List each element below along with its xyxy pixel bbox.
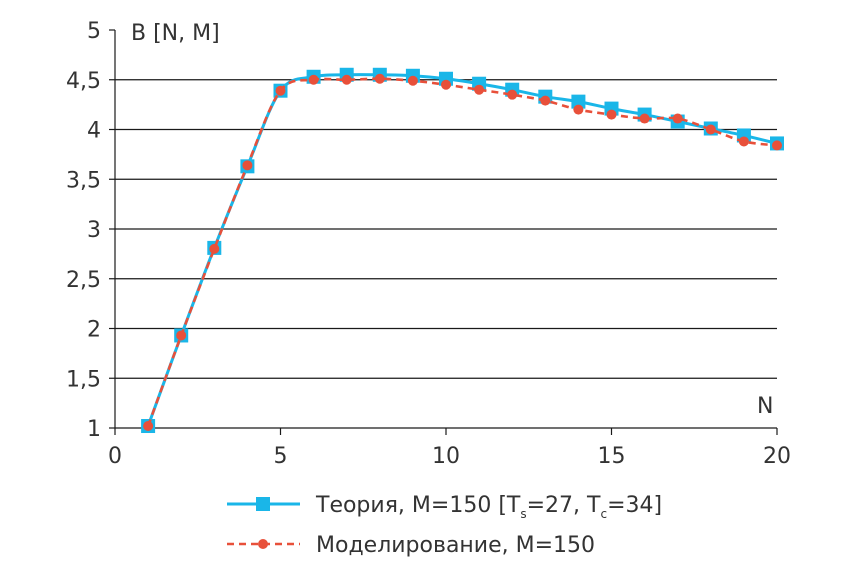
legend-item-1: Теория, M=150 [Ts=27, Tc=34] bbox=[227, 493, 662, 521]
data-point-circle bbox=[772, 140, 782, 151]
data-point-circle bbox=[606, 109, 617, 120]
x-tick-label: 15 bbox=[598, 444, 626, 469]
y-tick-label: 4 bbox=[87, 119, 101, 144]
data-point-circle bbox=[474, 84, 485, 95]
y-tick-label: 3 bbox=[87, 218, 101, 243]
data-point-circle bbox=[705, 124, 716, 135]
series-group bbox=[141, 67, 784, 434]
legend-text-part: =27, T bbox=[527, 493, 601, 518]
x-axis-label: N bbox=[757, 394, 773, 419]
data-point-circle bbox=[540, 95, 551, 106]
data-point-circle bbox=[738, 136, 749, 147]
y-tick-label: 2,5 bbox=[66, 268, 101, 293]
series-line bbox=[146, 77, 778, 427]
y-tick-label: 1 bbox=[87, 417, 101, 442]
x-tick-label: 20 bbox=[763, 444, 791, 469]
y-tick-labels: 1 1,5 2 2,5 3 3,5 4 4,5 5 bbox=[66, 19, 101, 442]
legend: Теория, M=150 [Ts=27, Tc=34] Моделировани… bbox=[227, 493, 662, 558]
y-tick-label: 3,5 bbox=[66, 168, 101, 193]
x-tick-labels: 0 5 10 15 20 bbox=[108, 444, 791, 469]
series-2 bbox=[143, 73, 782, 432]
legend-label: Моделирование, M=150 bbox=[316, 533, 595, 558]
legend-subscript: s bbox=[520, 507, 526, 521]
legend-square-marker bbox=[256, 497, 270, 511]
legend-text-part: Моделирование, M=150 bbox=[316, 533, 595, 558]
grid-lines bbox=[115, 79, 777, 379]
y-tick-label: 1,5 bbox=[66, 367, 101, 392]
legend-subscript: c bbox=[600, 507, 607, 521]
data-point-circle bbox=[672, 113, 683, 124]
y-tick-label: 5 bbox=[87, 19, 101, 44]
legend-text-part: Теория, M=150 [T bbox=[315, 493, 521, 518]
data-point-circle bbox=[143, 421, 154, 432]
data-point-circle bbox=[407, 75, 418, 86]
data-point-circle bbox=[341, 74, 352, 85]
data-point-circle bbox=[209, 243, 220, 254]
data-point-circle bbox=[374, 73, 385, 84]
legend-label: Теория, M=150 [Ts=27, Tc=34] bbox=[315, 493, 662, 521]
x-tick-label: 10 bbox=[432, 444, 460, 469]
data-point-circle bbox=[639, 113, 650, 124]
data-point-circle bbox=[308, 74, 319, 85]
data-point-circle bbox=[275, 85, 286, 96]
data-point-circle bbox=[441, 79, 451, 90]
data-point-circle bbox=[507, 89, 518, 100]
legend-item-2: Моделирование, M=150 bbox=[227, 533, 595, 558]
x-tick-label: 5 bbox=[274, 444, 288, 469]
y-tick-label: 2 bbox=[87, 318, 101, 343]
y-axis-label: B [N, M] bbox=[131, 21, 220, 46]
axes bbox=[109, 29, 778, 435]
data-point-square bbox=[571, 94, 586, 109]
data-point-circle bbox=[242, 160, 253, 171]
y-tick-label: 4,5 bbox=[66, 69, 101, 94]
x-tick-label: 0 bbox=[108, 444, 122, 469]
data-point-circle bbox=[176, 330, 187, 341]
legend-text-part: =34] bbox=[607, 493, 662, 518]
data-point-circle bbox=[573, 104, 584, 115]
legend-circle-marker bbox=[258, 539, 268, 549]
